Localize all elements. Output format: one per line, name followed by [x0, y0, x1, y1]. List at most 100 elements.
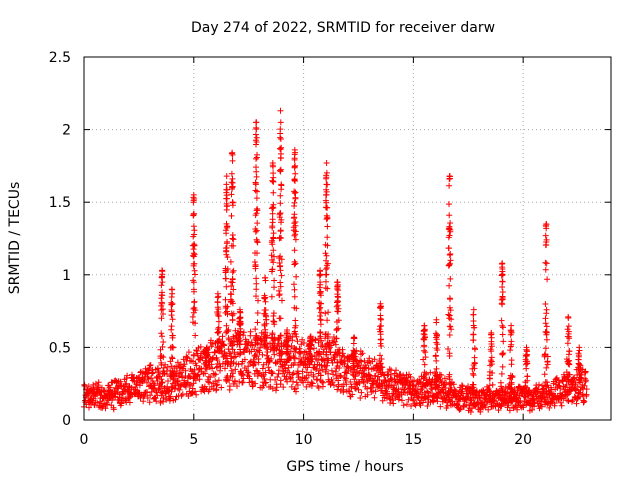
data-point	[235, 351, 241, 357]
data-point	[237, 328, 244, 335]
data-point	[446, 201, 452, 208]
x-axis-title: GPS time / hours	[286, 459, 403, 475]
data-point	[364, 391, 371, 398]
data-point	[486, 382, 493, 389]
data-point	[255, 359, 262, 366]
data-point	[385, 383, 392, 390]
data-point	[291, 286, 298, 293]
data-point	[290, 378, 296, 385]
data-point	[223, 247, 230, 254]
data-points-layer	[81, 107, 590, 415]
data-point	[206, 386, 213, 393]
data-point	[253, 141, 259, 148]
data-point	[422, 371, 429, 378]
data-point	[189, 313, 196, 320]
data-point	[277, 107, 284, 114]
data-point	[470, 337, 477, 344]
data-point	[334, 302, 341, 309]
data-point	[253, 367, 260, 374]
data-point	[411, 377, 417, 384]
data-point	[427, 390, 434, 396]
y-tick-label: 0.5	[49, 340, 71, 356]
data-point	[195, 371, 202, 378]
data-point	[341, 360, 348, 367]
data-point	[224, 254, 231, 261]
data-point	[433, 316, 440, 323]
data-point	[446, 182, 453, 189]
data-point	[213, 364, 220, 371]
data-point	[408, 403, 414, 409]
data-point	[214, 290, 221, 297]
data-point	[404, 401, 410, 408]
data-point	[253, 154, 260, 161]
data-point	[541, 371, 548, 378]
data-point	[193, 391, 200, 398]
data-point	[292, 331, 299, 338]
data-point	[324, 264, 330, 271]
data-point	[424, 388, 430, 395]
data-point	[181, 361, 188, 368]
data-point	[229, 232, 236, 238]
data-point	[126, 399, 133, 406]
data-point	[377, 363, 383, 370]
data-point	[190, 212, 197, 219]
data-point	[320, 379, 327, 386]
data-point	[223, 173, 230, 180]
data-point	[167, 358, 174, 365]
data-point	[192, 332, 199, 339]
data-point	[302, 375, 309, 382]
data-point	[583, 377, 589, 384]
data-point	[292, 170, 299, 177]
data-point	[215, 347, 222, 354]
data-point	[214, 381, 221, 388]
data-point	[377, 352, 383, 359]
data-point	[303, 383, 310, 390]
grid-layer	[84, 57, 611, 420]
data-point	[276, 235, 283, 242]
data-point	[543, 221, 550, 227]
data-point	[252, 326, 259, 333]
data-point	[277, 200, 284, 207]
data-point	[254, 340, 261, 347]
data-point	[538, 403, 545, 410]
data-point	[333, 335, 340, 342]
data-point	[486, 375, 493, 382]
data-point	[159, 279, 166, 286]
data-point	[172, 396, 179, 403]
data-point	[565, 313, 572, 320]
data-point	[506, 380, 513, 387]
data-point	[211, 349, 218, 356]
data-point	[407, 373, 414, 380]
data-point	[371, 356, 378, 363]
data-point	[158, 299, 165, 306]
data-point	[551, 400, 558, 407]
data-point	[372, 388, 379, 395]
data-point	[262, 369, 269, 376]
data-point	[276, 255, 283, 261]
data-point	[223, 275, 229, 282]
data-point	[299, 336, 306, 343]
data-point	[432, 353, 439, 360]
data-point	[288, 374, 294, 381]
data-point	[292, 355, 298, 362]
data-point	[565, 378, 572, 385]
data-point	[230, 335, 237, 342]
data-point	[208, 337, 214, 344]
data-point	[169, 316, 176, 323]
data-point	[323, 172, 330, 179]
data-point	[268, 293, 275, 300]
data-point	[331, 338, 338, 345]
data-point	[350, 366, 357, 373]
data-point	[421, 331, 428, 338]
data-point	[229, 149, 236, 156]
data-point	[416, 378, 423, 385]
data-point	[457, 406, 464, 412]
data-point	[488, 343, 495, 350]
data-point	[325, 370, 332, 377]
data-point	[246, 359, 253, 366]
data-point	[313, 365, 320, 372]
data-point	[228, 212, 235, 219]
data-point	[214, 311, 221, 317]
data-point	[576, 370, 583, 377]
data-point	[582, 368, 589, 375]
